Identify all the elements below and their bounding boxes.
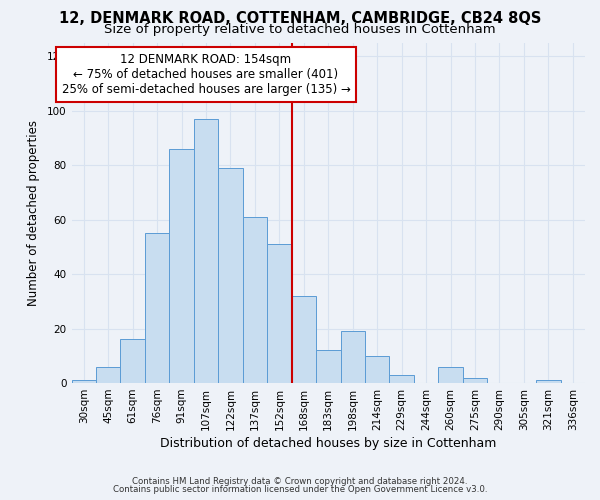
Bar [121, 340, 145, 383]
Bar [194, 119, 218, 383]
Bar [341, 332, 365, 383]
Bar [389, 375, 414, 383]
Text: 12 DENMARK ROAD: 154sqm
← 75% of detached houses are smaller (401)
25% of semi-d: 12 DENMARK ROAD: 154sqm ← 75% of detache… [62, 54, 350, 96]
Bar [536, 380, 560, 383]
Bar [463, 378, 487, 383]
Bar [292, 296, 316, 383]
Bar [439, 366, 463, 383]
Bar [96, 366, 121, 383]
Text: Contains public sector information licensed under the Open Government Licence v3: Contains public sector information licen… [113, 485, 487, 494]
Bar [218, 168, 243, 383]
Bar [71, 380, 96, 383]
Bar [145, 233, 169, 383]
Bar [267, 244, 292, 383]
Bar [169, 149, 194, 383]
Text: Size of property relative to detached houses in Cottenham: Size of property relative to detached ho… [104, 22, 496, 36]
Bar [316, 350, 341, 383]
Text: Contains HM Land Registry data © Crown copyright and database right 2024.: Contains HM Land Registry data © Crown c… [132, 477, 468, 486]
X-axis label: Distribution of detached houses by size in Cottenham: Distribution of detached houses by size … [160, 437, 496, 450]
Text: 12, DENMARK ROAD, COTTENHAM, CAMBRIDGE, CB24 8QS: 12, DENMARK ROAD, COTTENHAM, CAMBRIDGE, … [59, 11, 541, 26]
Y-axis label: Number of detached properties: Number of detached properties [27, 120, 40, 306]
Bar [243, 217, 267, 383]
Bar [365, 356, 389, 383]
